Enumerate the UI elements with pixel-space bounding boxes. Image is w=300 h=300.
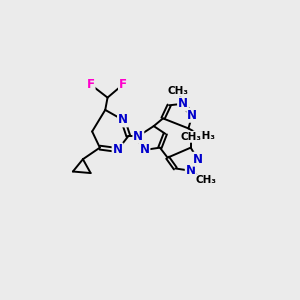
Text: N: N [178, 97, 188, 110]
Text: F: F [119, 78, 127, 91]
Text: F: F [87, 78, 94, 91]
Text: N: N [134, 130, 143, 142]
Text: N: N [193, 153, 202, 166]
Text: CH₃: CH₃ [180, 132, 201, 142]
Text: N: N [187, 109, 197, 122]
Text: CH₃: CH₃ [194, 131, 215, 141]
Text: N: N [186, 164, 196, 177]
Text: CH₃: CH₃ [196, 175, 217, 185]
Text: N: N [118, 113, 128, 126]
Text: CH₃: CH₃ [168, 86, 189, 96]
Text: N: N [112, 143, 123, 157]
Text: N: N [140, 143, 149, 157]
